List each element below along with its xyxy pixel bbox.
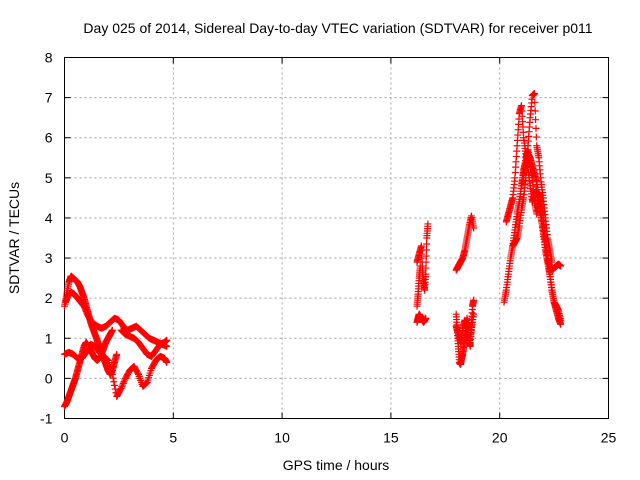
y-tick-label: -1	[40, 411, 53, 427]
data-point	[108, 370, 116, 378]
y-tick-label: 6	[45, 130, 53, 146]
y-tick-label: 5	[45, 170, 53, 186]
y-tick-label: 7	[45, 90, 53, 106]
data-point	[117, 384, 125, 392]
data-point	[416, 262, 424, 270]
y-tick-label: 4	[45, 210, 53, 226]
data-point	[119, 379, 127, 387]
data-point	[121, 376, 129, 384]
data-point	[422, 252, 430, 260]
data-point	[532, 116, 540, 124]
x-tick-label: 25	[601, 430, 617, 446]
axis-ticks	[64, 57, 609, 419]
series-arc-2-b	[413, 310, 430, 326]
data-point	[111, 385, 119, 393]
series-arc-2-a	[413, 220, 432, 294]
data-point	[113, 350, 121, 358]
data-point	[134, 369, 142, 377]
data-point	[120, 378, 128, 386]
series-arc-1-tail	[117, 326, 171, 360]
data-point	[548, 258, 556, 266]
series-arc-4-d	[517, 146, 565, 324]
data-points	[61, 90, 565, 410]
y-tick-label: 3	[45, 250, 53, 266]
data-point	[470, 310, 478, 318]
grid	[64, 57, 609, 419]
series-arc-3-c	[452, 310, 478, 346]
y-axis-label: SDTVAR / TECUs	[6, 182, 22, 294]
data-point	[470, 296, 478, 304]
data-point	[531, 107, 539, 115]
chart-title: Day 025 of 2014, Sidereal Day-to-day VTE…	[83, 20, 592, 36]
data-point	[423, 240, 431, 248]
data-point	[422, 270, 430, 278]
data-point	[531, 98, 539, 106]
data-point	[142, 379, 150, 387]
y-tick-label: 8	[45, 50, 53, 66]
plot-frame	[64, 57, 609, 419]
data-point	[422, 246, 430, 254]
data-point	[110, 378, 118, 386]
data-point	[531, 90, 539, 98]
data-point	[422, 258, 430, 266]
data-point	[109, 374, 117, 382]
data-point	[532, 133, 540, 141]
data-point	[111, 381, 119, 389]
series-arc-1-bottom	[61, 340, 171, 400]
series-arc-1-mid	[62, 288, 171, 350]
data-point	[103, 356, 111, 364]
x-tick-label: 10	[274, 430, 290, 446]
data-point	[116, 386, 124, 394]
x-tick-label: 15	[383, 430, 399, 446]
data-point	[557, 262, 565, 270]
data-point	[142, 380, 150, 388]
series-arc-2-c	[413, 262, 424, 310]
data-point	[163, 336, 171, 344]
series-arc-3-a	[452, 212, 478, 274]
data-point	[532, 124, 540, 132]
data-point	[108, 326, 116, 334]
x-tick-label: 20	[492, 430, 508, 446]
data-point	[557, 316, 565, 324]
y-tick-label: 1	[45, 330, 53, 346]
data-point	[424, 220, 432, 228]
data-point	[118, 383, 126, 391]
y-tick-labels: -1 0 1 2 3 4 5 6 7 8	[40, 50, 53, 427]
data-point	[119, 381, 127, 389]
x-axis-label: GPS time / hours	[283, 457, 390, 473]
y-tick-label: 0	[45, 370, 53, 386]
data-point	[103, 355, 111, 363]
data-point	[470, 224, 478, 232]
x-tick-labels: 0 5 10 15 20 25	[61, 430, 617, 446]
x-tick-label: 5	[169, 430, 177, 446]
x-tick-label: 0	[61, 430, 69, 446]
data-point	[422, 314, 430, 322]
data-point	[163, 358, 171, 366]
y-tick-label: 2	[45, 290, 53, 306]
